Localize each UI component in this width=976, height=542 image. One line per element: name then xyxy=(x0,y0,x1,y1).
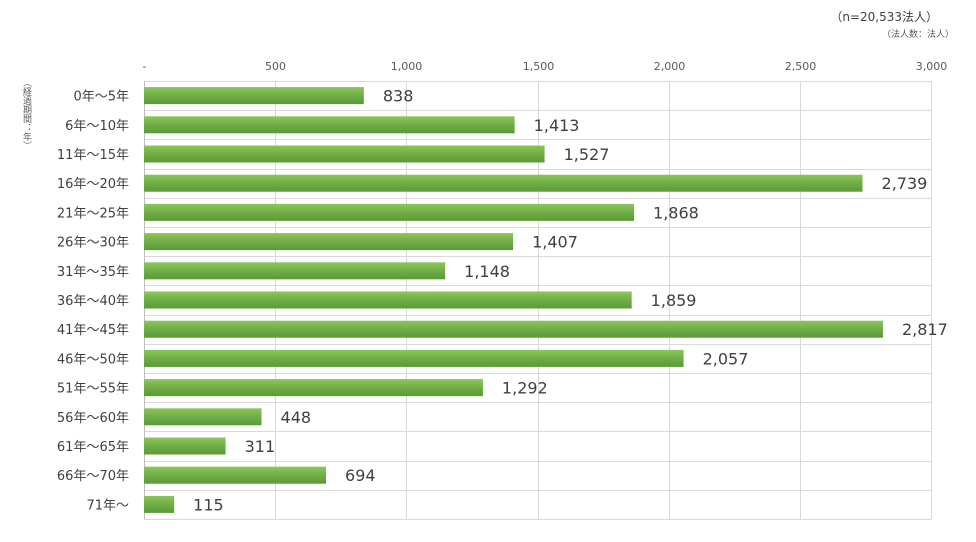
category-label: 21年～25年 xyxy=(57,206,129,221)
bar xyxy=(144,320,883,338)
category-label: 36年～40年 xyxy=(57,294,129,309)
category-label: 66年～70年 xyxy=(57,469,129,484)
bar xyxy=(144,291,632,309)
bar xyxy=(144,203,635,221)
unit-note: （法人数：法人） xyxy=(881,30,954,40)
data-label: 2,739 xyxy=(882,174,928,193)
category-label: 41年～45年 xyxy=(57,323,129,338)
bar xyxy=(144,174,863,192)
x-tick-label: 500 xyxy=(265,60,286,73)
data-label: 838 xyxy=(383,87,414,106)
bar xyxy=(144,262,446,280)
bar xyxy=(144,349,684,367)
bar xyxy=(144,437,226,455)
data-label: 1,527 xyxy=(564,145,610,164)
x-tick-label: 2,500 xyxy=(785,60,817,73)
data-label: 448 xyxy=(281,408,312,427)
category-label: 51年～55年 xyxy=(57,382,129,397)
data-label: 115 xyxy=(193,495,224,514)
data-label: 1,148 xyxy=(464,262,510,281)
data-label: 1,413 xyxy=(534,116,580,135)
x-tick-label: 1,500 xyxy=(523,60,555,73)
category-label: 71年～ xyxy=(86,498,129,513)
category-label: 26年～30年 xyxy=(57,236,129,251)
category-label: 0年～5年 xyxy=(73,90,129,105)
bar xyxy=(144,116,515,134)
data-label: 1,407 xyxy=(532,233,578,252)
x-tick-label: 1,000 xyxy=(391,60,423,73)
bar xyxy=(144,87,364,105)
category-label: 61年～65年 xyxy=(57,440,129,455)
bars xyxy=(144,87,883,513)
bar xyxy=(144,466,327,484)
data-label: 2,057 xyxy=(703,349,749,368)
x-axis-ticks: - 500 1,000 1,500 2,000 2,500 3,000 xyxy=(143,60,948,73)
y-axis-label: （経過期間：年） xyxy=(21,78,31,150)
bar xyxy=(144,495,175,513)
category-label: 16年～20年 xyxy=(57,177,129,192)
bar xyxy=(144,408,262,426)
category-labels: 0年～5年 6年～10年 11年～15年 16年～20年 21年～25年 26年～30年 3… xyxy=(57,90,129,514)
category-label: 46年～50年 xyxy=(57,352,129,367)
data-label: 1,292 xyxy=(502,379,548,398)
x-tick-label: - xyxy=(143,60,147,73)
category-label: 31年～35年 xyxy=(57,265,129,280)
category-label: 56年～60年 xyxy=(57,411,129,426)
bar xyxy=(144,145,545,163)
data-label: 1,859 xyxy=(651,291,697,310)
category-label: 6年～10年 xyxy=(65,119,129,134)
bar xyxy=(144,379,483,397)
data-label: 311 xyxy=(245,437,276,456)
bar xyxy=(144,233,514,251)
data-labels: 838 1,413 1,527 2,739 1,868 1,407 1,148 1,859 2,… xyxy=(193,87,948,515)
x-tick-label: 2,000 xyxy=(654,60,686,73)
category-label: 11年～15年 xyxy=(57,148,129,163)
x-tick-label: 3,000 xyxy=(916,60,948,73)
data-label: 2,817 xyxy=(902,320,948,339)
data-label: 694 xyxy=(345,466,376,485)
data-label: 1,868 xyxy=(653,203,699,222)
sample-size-note: （n=20,533法人） xyxy=(830,10,938,24)
grid-lines xyxy=(144,81,932,520)
